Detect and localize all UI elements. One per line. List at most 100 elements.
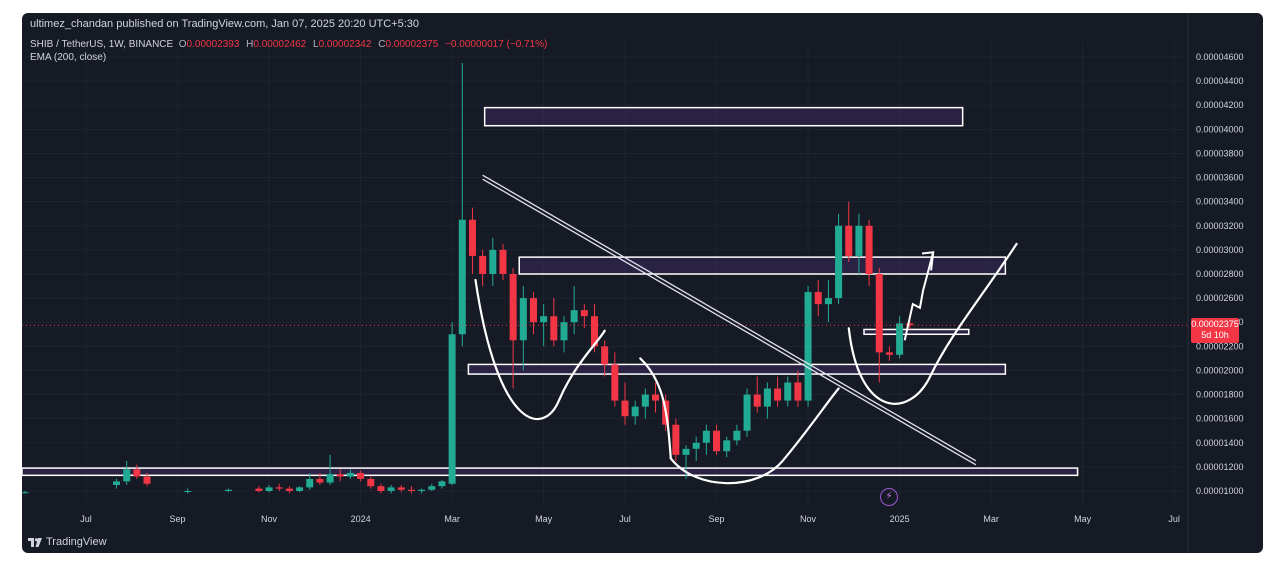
x-tick-label: 2025 bbox=[890, 514, 910, 524]
candle-body[interactable] bbox=[133, 469, 141, 477]
candle-body[interactable] bbox=[123, 469, 131, 482]
candle-body[interactable] bbox=[428, 486, 436, 490]
candle-body[interactable] bbox=[184, 491, 192, 492]
zone-rectangle[interactable] bbox=[22, 467, 1079, 477]
candle-body[interactable] bbox=[113, 481, 121, 485]
tradingview-footer[interactable]: TradingView bbox=[28, 536, 107, 548]
x-tick-label: May bbox=[1074, 514, 1092, 524]
candle-body[interactable] bbox=[875, 274, 883, 353]
candle-body[interactable] bbox=[845, 225, 853, 256]
candle-body[interactable] bbox=[306, 478, 314, 488]
candle-body[interactable] bbox=[418, 489, 426, 491]
candle-body[interactable] bbox=[285, 488, 293, 491]
candle-body[interactable] bbox=[22, 492, 29, 494]
candle-body[interactable] bbox=[692, 442, 700, 449]
candle-body[interactable] bbox=[631, 406, 639, 417]
lightning-icon[interactable]: ⚡ bbox=[880, 488, 898, 506]
candle-body[interactable] bbox=[601, 346, 609, 365]
candle-body[interactable] bbox=[143, 476, 151, 484]
candle-body[interactable] bbox=[580, 310, 588, 317]
candle-body[interactable] bbox=[367, 478, 375, 487]
candle-body[interactable] bbox=[407, 489, 415, 491]
candle-body[interactable] bbox=[652, 394, 660, 401]
candle-body[interactable] bbox=[774, 388, 782, 401]
candle-body[interactable] bbox=[794, 382, 802, 401]
candle-body[interactable] bbox=[896, 323, 904, 355]
cup-bottom-curve[interactable] bbox=[669, 387, 840, 485]
x-tick-label: Jul bbox=[1168, 514, 1180, 524]
candle-body[interactable] bbox=[479, 255, 487, 274]
indicator-label[interactable]: EMA (200, close) bbox=[30, 52, 107, 63]
projection-arrow[interactable] bbox=[903, 252, 935, 341]
candle-body[interactable] bbox=[540, 316, 548, 323]
candle-body[interactable] bbox=[255, 488, 263, 491]
candle-body[interactable] bbox=[316, 478, 324, 483]
candle-body[interactable] bbox=[458, 219, 466, 335]
candle-body[interactable] bbox=[733, 430, 741, 441]
candle-body[interactable] bbox=[743, 394, 751, 431]
candle-body[interactable] bbox=[326, 474, 334, 483]
candle-body[interactable] bbox=[550, 316, 558, 341]
chart-canvas[interactable]: 0.00001000 0.00001200 0.00001400 0.00001600… bbox=[22, 13, 1263, 553]
candle-body[interactable] bbox=[621, 400, 629, 417]
zone-rectangle[interactable] bbox=[467, 363, 1007, 375]
candle-body[interactable] bbox=[804, 292, 812, 401]
candle-body[interactable] bbox=[611, 364, 619, 401]
candle-body[interactable] bbox=[824, 298, 832, 305]
close-value: 0.00002375 bbox=[385, 39, 439, 50]
candle-body[interactable] bbox=[560, 322, 568, 341]
candle-body[interactable] bbox=[855, 225, 863, 256]
candle-body[interactable] bbox=[641, 394, 649, 407]
symbol-label[interactable]: SHIB / TetherUS, 1W, BINANCE bbox=[30, 39, 174, 50]
trendline[interactable] bbox=[482, 174, 977, 462]
candle-body[interactable] bbox=[346, 472, 354, 477]
high-label: H bbox=[246, 39, 254, 50]
candle-body[interactable] bbox=[336, 474, 344, 477]
x-tick-label: Jul bbox=[619, 514, 631, 524]
candle-body[interactable] bbox=[784, 382, 792, 401]
y-tick-label: 0.00004600 bbox=[1196, 52, 1244, 62]
candle-body[interactable] bbox=[672, 424, 680, 455]
zone-rectangle[interactable] bbox=[863, 328, 970, 336]
close-label: C bbox=[378, 39, 386, 50]
candle-body[interactable] bbox=[713, 430, 721, 452]
candle-body[interactable] bbox=[723, 440, 731, 452]
candle-body[interactable] bbox=[438, 481, 446, 487]
candle-body[interactable] bbox=[529, 298, 537, 323]
candle-body[interactable] bbox=[265, 487, 273, 491]
candle-body[interactable] bbox=[224, 489, 232, 491]
candle-body[interactable] bbox=[570, 310, 578, 323]
x-tick-label: Sep bbox=[709, 514, 725, 524]
candle-body[interactable] bbox=[519, 298, 527, 341]
cup-left-curve[interactable] bbox=[639, 357, 672, 460]
tradingview-brand: TradingView bbox=[46, 536, 107, 548]
candle-body[interactable] bbox=[499, 249, 507, 274]
candle-body[interactable] bbox=[377, 486, 385, 491]
candle-body[interactable] bbox=[885, 352, 893, 355]
candle-body[interactable] bbox=[468, 219, 476, 256]
zone-rectangle[interactable] bbox=[483, 106, 964, 127]
candle-body[interactable] bbox=[448, 334, 456, 484]
candle-body[interactable] bbox=[753, 394, 761, 407]
candle-body[interactable] bbox=[814, 292, 822, 305]
left-shoulder-curve[interactable] bbox=[474, 278, 606, 421]
candle-body[interactable] bbox=[489, 249, 497, 274]
candle-body[interactable] bbox=[682, 448, 690, 455]
y-tick-label: 0.00001200 bbox=[1196, 462, 1244, 472]
candle-body[interactable] bbox=[357, 472, 365, 479]
candle-body[interactable] bbox=[275, 487, 283, 489]
zone-rectangle[interactable] bbox=[518, 256, 1007, 275]
candle-body[interactable] bbox=[387, 487, 395, 491]
candle-body[interactable] bbox=[509, 274, 517, 341]
candle-body[interactable] bbox=[296, 487, 304, 491]
candle-body[interactable] bbox=[397, 487, 405, 490]
trendline-parallel[interactable] bbox=[482, 178, 977, 466]
x-tick-label: Nov bbox=[261, 514, 278, 524]
candle-body[interactable] bbox=[763, 388, 771, 407]
candle-body[interactable] bbox=[835, 225, 843, 299]
candle-body[interactable] bbox=[865, 225, 873, 274]
right-shoulder-curve[interactable] bbox=[847, 242, 1018, 405]
candle-body[interactable] bbox=[591, 316, 598, 347]
candle-body[interactable] bbox=[702, 430, 710, 443]
candle-body[interactable] bbox=[906, 323, 914, 326]
